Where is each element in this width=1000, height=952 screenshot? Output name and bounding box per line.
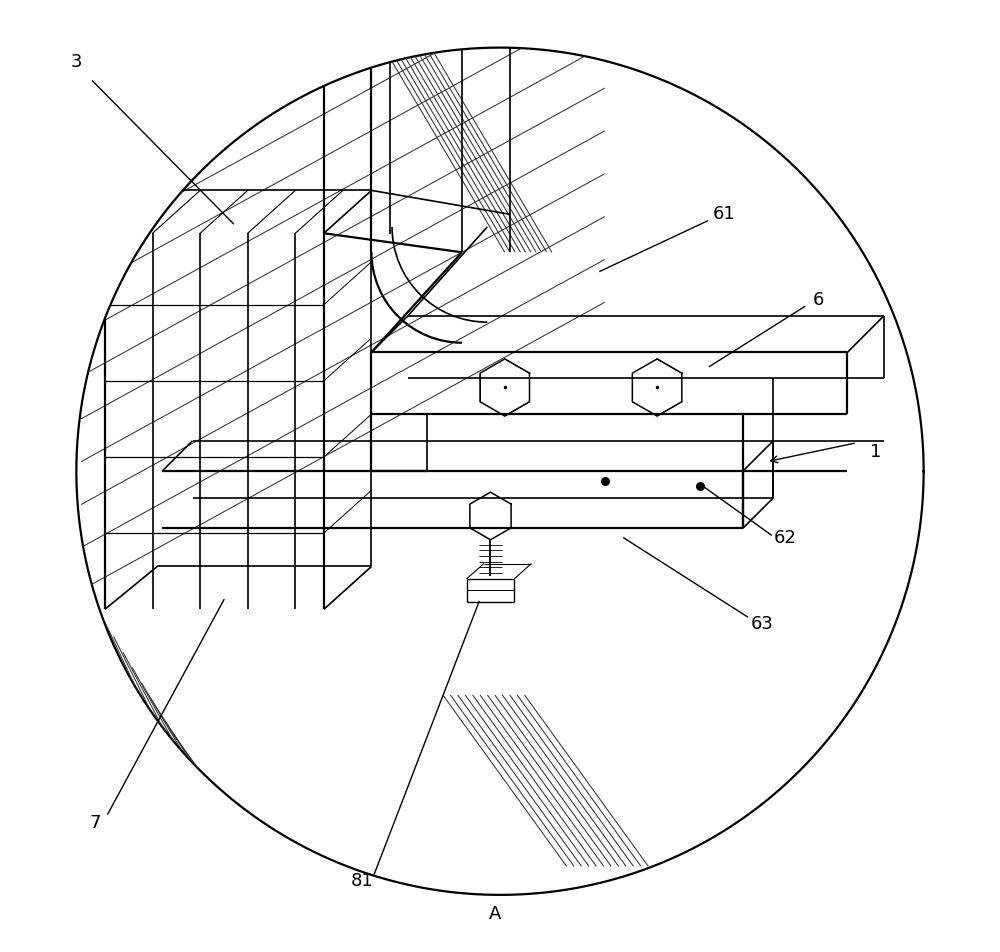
Text: 6: 6 [813,291,825,308]
Text: 61: 61 [712,206,735,223]
Text: 63: 63 [750,615,773,632]
Text: 3: 3 [71,53,82,70]
Text: A: A [489,905,501,922]
Text: 1: 1 [870,444,882,461]
Text: 81: 81 [351,872,373,889]
Text: 62: 62 [774,529,797,546]
Text: 7: 7 [90,815,101,832]
